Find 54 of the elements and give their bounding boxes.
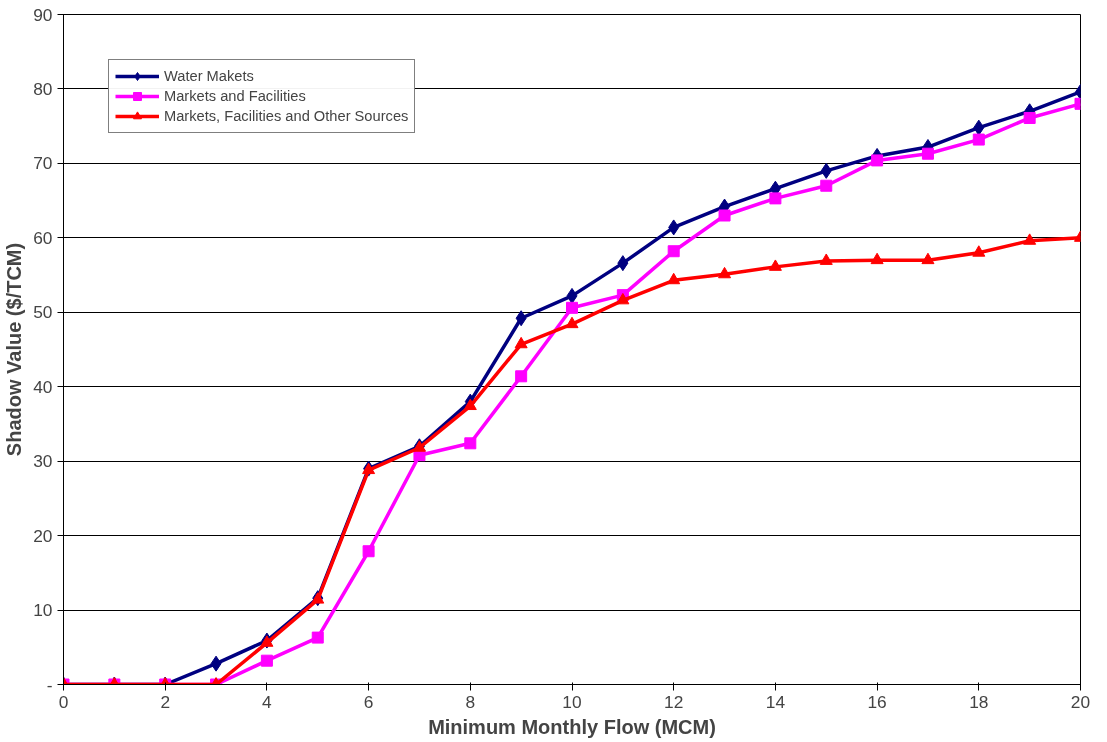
point xyxy=(819,253,833,265)
y-tick-label: 70 xyxy=(33,153,53,174)
point xyxy=(820,162,832,179)
point xyxy=(1023,233,1037,245)
point xyxy=(718,209,731,222)
x-tick-label: 6 xyxy=(363,691,374,712)
point xyxy=(565,316,579,329)
y-tick-label: 60 xyxy=(33,227,53,248)
point xyxy=(667,245,680,258)
y-tick-label: - xyxy=(46,674,53,695)
x-tick-label: 16 xyxy=(867,691,887,712)
point xyxy=(921,252,935,265)
x-tick-label: 18 xyxy=(969,691,989,712)
y-tick-label: 50 xyxy=(33,302,53,323)
x-tick-label: 20 xyxy=(1070,691,1091,712)
y-axis-title: Shadow Value ($/TCM) xyxy=(3,242,26,457)
y-tick-label: 20 xyxy=(33,525,53,546)
point xyxy=(464,437,477,450)
y-tick-label: 10 xyxy=(33,600,53,621)
y-tick-label: 30 xyxy=(33,451,53,472)
y-tick-label: 90 xyxy=(33,4,53,25)
point xyxy=(921,147,934,160)
point xyxy=(768,259,782,271)
point xyxy=(871,154,884,167)
point xyxy=(617,255,629,272)
x-tick-label: 0 xyxy=(58,691,69,712)
point xyxy=(973,119,985,136)
point xyxy=(820,179,833,192)
legend-label: Water Makets xyxy=(164,68,254,84)
point xyxy=(668,219,680,236)
y-tick-label: 40 xyxy=(33,376,53,397)
x-tick-label: 8 xyxy=(465,691,476,712)
x-tick-label: 14 xyxy=(765,691,786,712)
legend-label: Markets and Facilities xyxy=(164,88,306,104)
x-axis-title: Minimum Monthly Flow (MCM) xyxy=(428,715,716,738)
point xyxy=(667,272,681,285)
x-tick-label: 4 xyxy=(262,691,273,712)
point xyxy=(514,336,528,349)
point xyxy=(1023,111,1036,124)
point xyxy=(870,252,884,265)
point xyxy=(515,370,528,383)
point xyxy=(515,310,527,327)
x-tick-label: 10 xyxy=(562,691,582,712)
y-tick-label: 80 xyxy=(33,78,53,99)
point xyxy=(718,266,732,279)
point xyxy=(769,192,782,205)
point xyxy=(566,287,578,304)
x-tick-label: 2 xyxy=(160,691,171,712)
point xyxy=(972,245,986,257)
legend-label: Markets, Facilities and Other Sources xyxy=(164,108,409,124)
point xyxy=(463,398,477,411)
x-tick-label: 12 xyxy=(664,691,684,712)
point xyxy=(566,301,578,314)
point xyxy=(972,133,985,146)
